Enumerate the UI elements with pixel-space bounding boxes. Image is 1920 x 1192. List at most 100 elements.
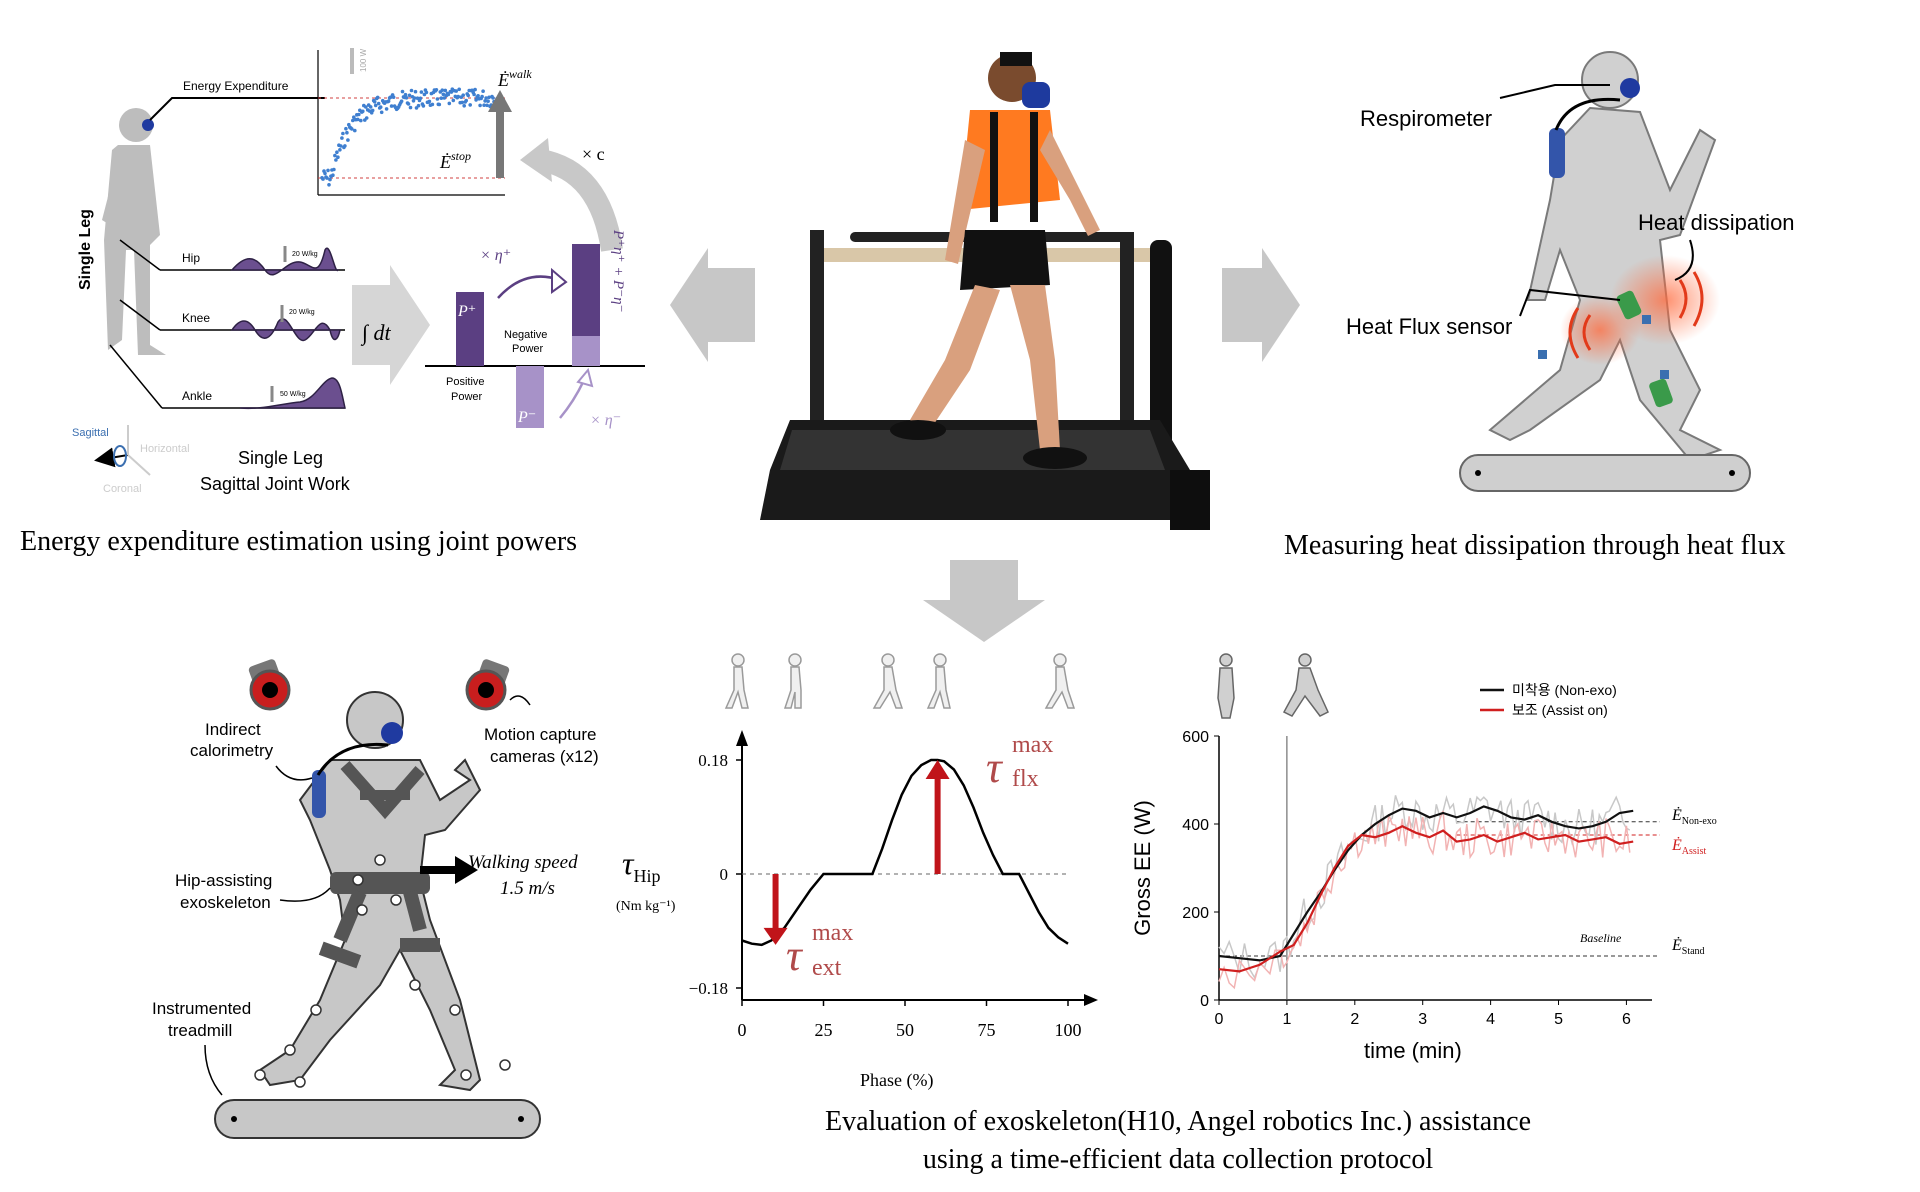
scatter-dot — [370, 108, 375, 113]
eta-plus-label: × η⁺ — [480, 247, 511, 264]
ee-y-tick-label: 0 — [1200, 993, 1209, 1010]
scatter-dot — [352, 115, 356, 119]
scatter-dot — [353, 128, 357, 133]
scatter-dot — [378, 105, 383, 109]
scatter-dot — [391, 95, 396, 99]
scatter-dot — [411, 99, 416, 103]
scatter-dot — [386, 99, 391, 103]
panel-heat-flux: Respirometer Heat dissipation Heat Flux … — [1284, 51, 1795, 561]
scatter-dot — [468, 103, 473, 107]
tau-ext-label: τ — [786, 931, 804, 980]
ee-x-tick-label: 4 — [1486, 1011, 1495, 1028]
tau-ext-sub: ext — [812, 955, 842, 981]
respirometer-label: Respirometer — [1360, 106, 1492, 131]
scatter-dot — [485, 103, 489, 108]
torque-x-tick-label: 100 — [1055, 1020, 1082, 1040]
scatter-dot — [462, 104, 467, 108]
positive-power-label-1: Positive — [446, 376, 485, 388]
scatter-dot — [424, 90, 429, 95]
scatter-dot — [476, 94, 480, 98]
scatter-dot — [389, 104, 394, 108]
ee-x-tick-label: 5 — [1554, 1011, 1563, 1028]
scatter-dot — [464, 98, 469, 103]
scatter-dot — [460, 100, 465, 105]
legend-assist: 보조 (Assist on) — [1512, 702, 1608, 718]
ee-x-tick-label: 6 — [1622, 1011, 1631, 1028]
scatter-dot — [335, 150, 339, 154]
scatter-dot — [345, 130, 349, 135]
scatter-dot — [486, 99, 490, 103]
scatter-dot — [430, 102, 435, 107]
torque-x-tick-label: 75 — [978, 1020, 996, 1040]
torque-x-tick-label: 0 — [738, 1020, 747, 1040]
scatter-dot — [419, 90, 424, 94]
integral-label: ∫ dt — [360, 320, 392, 346]
tau-ext-sup: max — [812, 920, 853, 946]
ee-x-ticks: 0 1 2 3 4 5 6 — [1215, 1000, 1631, 1028]
scatter-dot — [334, 158, 338, 162]
scatter-dot — [441, 92, 446, 97]
ee-series-non-exo — [1218, 805, 1634, 962]
scatter-dot — [404, 96, 409, 100]
treadmill-label-1: Instrumented — [152, 999, 251, 1018]
scatter-dot — [451, 98, 456, 103]
arrow-down — [923, 560, 1045, 642]
joint-work-label-2: Sagittal Joint Work — [200, 474, 351, 494]
caption-top-left: Energy expenditure estimation using join… — [20, 526, 577, 557]
heat-flux-sensor-label: Heat Flux sensor — [1346, 314, 1512, 339]
scatter-dot — [474, 98, 478, 102]
scatter-dot — [346, 138, 350, 142]
scale-100w: 100 W — [359, 48, 368, 72]
walking-speed-1: Walking speed — [468, 852, 578, 873]
hip-label: Hip — [182, 251, 200, 265]
scatter-dot — [406, 102, 411, 106]
scatter-dots — [320, 87, 502, 187]
scatter-dot — [343, 144, 347, 148]
torque-y-tick-label: 0 — [720, 865, 729, 884]
scatter-dot — [472, 92, 476, 97]
scatter-dot — [359, 118, 363, 123]
scatter-dot — [400, 89, 405, 94]
e-assist-label: ĖAssist — [1671, 836, 1706, 857]
arrow-right — [1222, 248, 1300, 362]
scatter-dot — [364, 105, 368, 109]
ee-series-assist — [1218, 824, 1634, 973]
scatter-dot — [379, 110, 384, 115]
scatter-dot — [435, 97, 440, 101]
scatter-dot — [416, 103, 421, 108]
torque-y-tick-label: −0.18 — [689, 979, 728, 998]
scatter-dot — [368, 105, 373, 109]
scatter-dot — [399, 99, 404, 103]
ee-noise-trace — [1218, 794, 1631, 980]
ee-x-tick-label: 3 — [1418, 1011, 1427, 1028]
anatomical-axes: Sagittal Horizontal Coronal — [72, 425, 190, 495]
scatter-dot — [351, 118, 355, 123]
scatter-dot — [446, 92, 451, 97]
scatter-dot — [487, 95, 491, 100]
p-plus-label: P⁺ — [457, 303, 476, 320]
scatter-dot — [328, 177, 332, 182]
scatter-dot — [327, 183, 331, 187]
arrow-left — [670, 248, 755, 362]
mask-icon — [142, 119, 154, 131]
positive-power-bar — [456, 292, 484, 366]
negative-power-bar — [516, 366, 544, 428]
gait-walker-icons — [724, 653, 1076, 709]
indirect-calorimetry-1: Indirect — [205, 720, 261, 739]
ee-ylabel: Gross EE (W) — [1130, 800, 1155, 936]
scatter-dot — [480, 94, 484, 99]
scatter-dot — [338, 148, 342, 152]
torque-x-tick-label: 25 — [815, 1020, 833, 1040]
ee-y-tick-label: 400 — [1182, 817, 1209, 834]
torque-y-tick-label: 0.18 — [698, 751, 728, 770]
coronal-label: Coronal — [103, 483, 142, 495]
scatter-dot — [409, 88, 414, 93]
ee-y-tick-label: 200 — [1182, 905, 1209, 922]
scatter-dot — [478, 103, 482, 108]
scatter-dot — [326, 168, 330, 173]
tau-flx-label: τ — [986, 743, 1004, 792]
integral-arrow — [352, 265, 430, 385]
scatter-dot — [321, 177, 325, 181]
camera-icon-left — [248, 659, 291, 711]
scatter-dot — [332, 167, 336, 172]
